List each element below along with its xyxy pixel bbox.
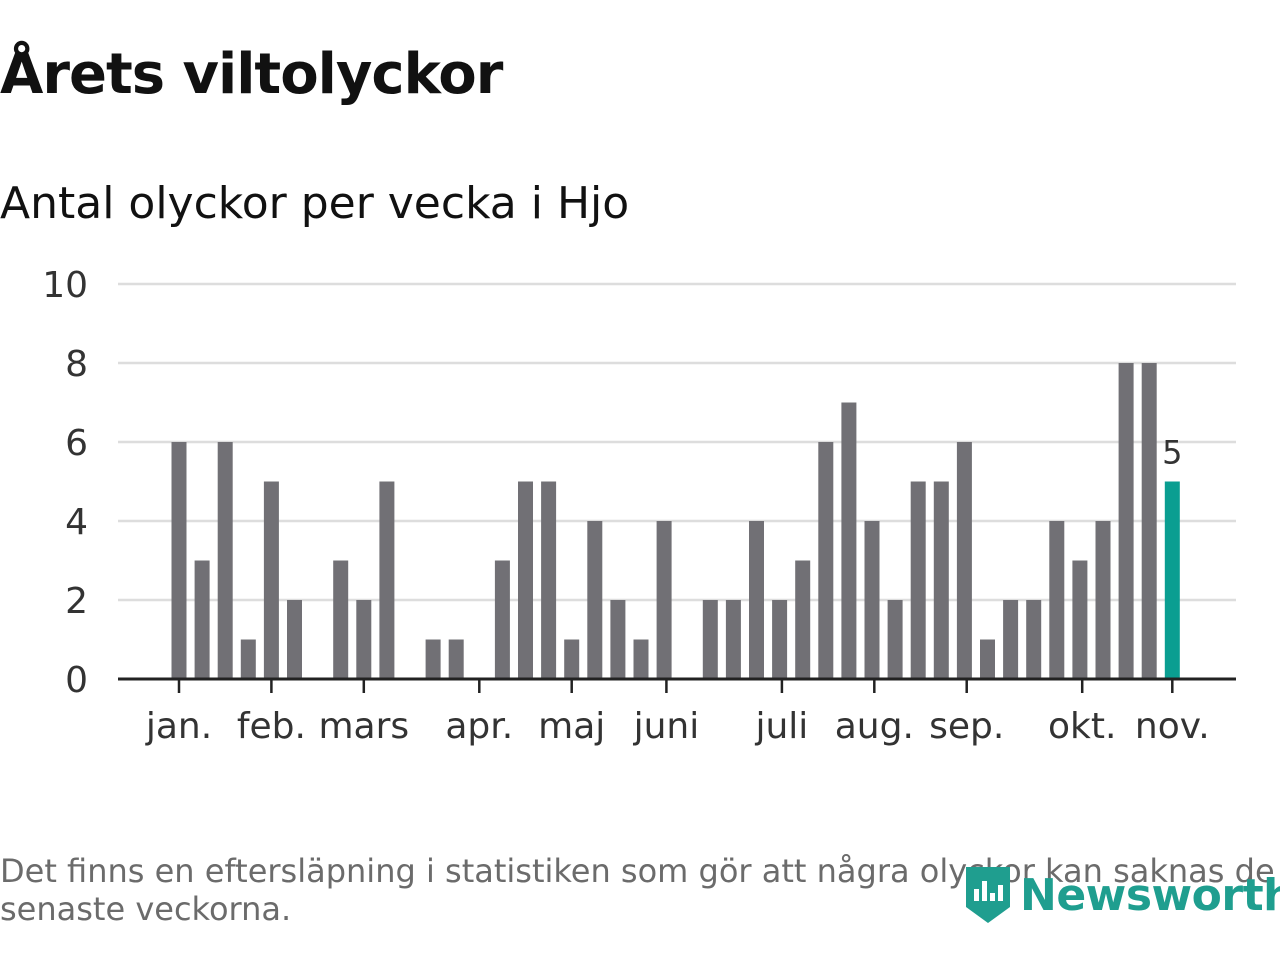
bar xyxy=(194,560,210,679)
y-tick-label: 0 xyxy=(65,660,88,701)
bar xyxy=(518,481,533,679)
bar xyxy=(564,639,580,679)
bar xyxy=(933,481,949,679)
x-tick-label: maj xyxy=(538,706,605,747)
x-tick-label: juli xyxy=(754,706,808,747)
bar xyxy=(1072,560,1088,679)
bar xyxy=(956,442,972,679)
y-tick-label: 8 xyxy=(65,344,88,385)
y-tick-label: 4 xyxy=(65,502,88,543)
x-tick-label: nov. xyxy=(1135,706,1210,747)
bar xyxy=(887,600,903,679)
bar xyxy=(749,521,764,679)
bar-highlight xyxy=(1164,481,1180,679)
bar xyxy=(171,442,187,679)
gridlines xyxy=(118,282,1236,602)
bar-chart: 0 2 4 6 8 10 jan. feb. mars apr. maj juni juli aug. s… xyxy=(42,265,1236,747)
bar xyxy=(379,481,395,679)
bar xyxy=(725,600,741,679)
x-tick-label: feb. xyxy=(237,706,306,747)
bar xyxy=(633,639,649,679)
bar xyxy=(656,521,672,679)
y-tick-label: 10 xyxy=(42,265,88,306)
bar xyxy=(818,442,834,679)
bar xyxy=(1141,363,1157,679)
chart-subtitle: Antal olyckor per vecka i Hjo xyxy=(0,178,630,229)
x-tick-label: sep. xyxy=(929,706,1004,747)
bar xyxy=(1049,521,1065,679)
bars xyxy=(171,363,1180,679)
bar xyxy=(910,481,926,679)
bar xyxy=(333,560,349,679)
bar xyxy=(425,639,441,679)
bar xyxy=(587,521,603,679)
bar xyxy=(240,639,256,679)
newsworthy-logo[interactable]: Newsworthy xyxy=(962,862,1280,928)
bar xyxy=(1026,600,1042,679)
x-tick-label: aug. xyxy=(835,706,914,747)
bar xyxy=(263,481,279,679)
bar xyxy=(772,600,788,679)
bar xyxy=(217,442,233,679)
data-label-latest: 5 xyxy=(1162,434,1182,472)
bar xyxy=(1095,521,1111,679)
y-tick-label: 6 xyxy=(65,423,88,464)
chart-title: Årets viltolyckor xyxy=(0,42,503,107)
x-tick-label: okt. xyxy=(1048,706,1116,747)
bar xyxy=(795,560,811,679)
bar xyxy=(494,560,510,679)
newsworthy-logo-icon xyxy=(966,867,1010,923)
bar xyxy=(980,639,995,679)
y-tick-label: 2 xyxy=(65,581,88,622)
footnote: Det finns en eftersläpning i statistiken… xyxy=(0,852,1275,928)
bar xyxy=(1118,363,1134,679)
bar xyxy=(1003,600,1019,679)
bar xyxy=(610,600,626,679)
bar xyxy=(702,600,718,679)
y-axis-tick-labels: 0 2 4 6 8 10 xyxy=(42,265,88,701)
bar xyxy=(541,481,557,679)
bar xyxy=(864,521,880,679)
data-labels: 5 xyxy=(1162,434,1182,472)
bar xyxy=(287,600,302,679)
bar xyxy=(356,600,372,679)
bar xyxy=(448,639,464,679)
x-tick-label: apr. xyxy=(445,706,513,747)
bar xyxy=(841,402,857,679)
x-tick-label: mars xyxy=(318,706,409,747)
x-tick-label: juni xyxy=(633,706,700,747)
x-axis xyxy=(118,677,1236,693)
x-axis-tick-labels: jan. feb. mars apr. maj juni juli aug. sep. okt. n… xyxy=(145,706,1210,747)
brand-name: Newsworthy xyxy=(1020,869,1280,921)
x-tick-label: jan. xyxy=(145,706,212,747)
